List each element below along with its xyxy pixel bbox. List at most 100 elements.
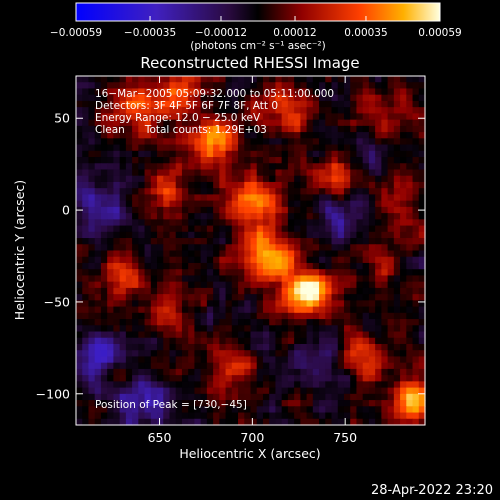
heatmap-cell <box>387 319 395 326</box>
heatmap-cell <box>412 343 420 351</box>
heatmap-cell <box>225 163 233 171</box>
heatmap-cell <box>312 418 320 426</box>
heatmap-cell <box>157 275 164 283</box>
heatmap-cell <box>256 362 264 370</box>
heatmap-cell <box>406 244 414 252</box>
heatmap-cell <box>269 306 277 314</box>
heatmap-cell <box>119 238 127 245</box>
heatmap-cell <box>100 113 108 121</box>
heatmap-cell <box>412 213 420 220</box>
heatmap-cell <box>94 219 102 227</box>
heatmap-cell <box>331 188 339 196</box>
heatmap-cell <box>132 157 139 164</box>
heatmap-cell <box>150 88 158 96</box>
heatmap-cell <box>150 368 158 376</box>
heatmap-cell <box>76 275 83 283</box>
heatmap-cell <box>125 368 133 376</box>
heatmap-cell <box>181 82 189 90</box>
annotation-line-4: Clean Total counts: 1.29E+03 <box>95 124 267 136</box>
heatmap-cell <box>150 181 158 189</box>
heatmap-cell <box>100 281 108 289</box>
heatmap-cell <box>400 157 407 164</box>
heatmap-cell <box>262 381 270 389</box>
heatmap-cell <box>132 406 139 414</box>
heatmap-cell <box>281 76 289 83</box>
heatmap-cell <box>418 418 426 426</box>
heatmap-cell <box>188 250 196 258</box>
heatmap-cell <box>150 138 158 146</box>
heatmap-cell <box>119 325 127 333</box>
heatmap-cell <box>356 412 364 420</box>
heatmap-cell <box>113 231 121 239</box>
heatmap-cell <box>387 206 395 214</box>
heatmap-cell <box>319 181 326 189</box>
heatmap-cell <box>219 381 227 389</box>
heatmap-cell <box>281 281 289 289</box>
heatmap-cell <box>350 294 358 301</box>
heatmap-cell <box>250 113 258 121</box>
heatmap-cell <box>256 144 264 152</box>
heatmap-cell <box>325 319 333 326</box>
heatmap-cell <box>188 231 196 239</box>
heatmap-cell <box>331 368 339 376</box>
heatmap-cell <box>393 150 401 158</box>
heatmap-cell <box>157 362 164 370</box>
heatmap-cell <box>163 119 171 127</box>
heatmap-cell <box>368 406 376 414</box>
heatmap-cell <box>181 250 189 258</box>
heatmap-cell <box>163 294 171 301</box>
heatmap-cell <box>368 418 376 426</box>
heatmap-cell <box>88 269 96 277</box>
heatmap-cell <box>362 163 370 171</box>
heatmap-cell <box>125 387 133 395</box>
heatmap-cell <box>381 343 389 351</box>
heatmap-cell <box>262 343 270 351</box>
heatmap-cell <box>138 375 146 382</box>
heatmap-cell <box>269 287 277 295</box>
heatmap-cell <box>362 250 370 258</box>
heatmap-cell <box>194 269 202 277</box>
heatmap-cell <box>281 100 289 108</box>
heatmap-cell <box>150 331 158 339</box>
heatmap-cell <box>219 113 227 121</box>
heatmap-cell <box>262 169 270 177</box>
heatmap-cell <box>262 281 270 289</box>
heatmap-cell <box>132 88 139 96</box>
heatmap-cell <box>82 157 90 164</box>
heatmap-cell <box>144 312 152 320</box>
heatmap-cell <box>132 225 139 233</box>
heatmap-cell <box>343 362 351 370</box>
heatmap-cell <box>343 94 351 102</box>
heatmap-cell <box>350 269 358 277</box>
heatmap-cell <box>157 125 164 133</box>
heatmap-cell <box>393 163 401 171</box>
heatmap-cell <box>387 244 395 252</box>
heatmap-cell <box>125 238 133 245</box>
heatmap-cell <box>163 281 171 289</box>
heatmap-cell <box>88 194 96 202</box>
heatmap-cell <box>169 281 177 289</box>
heatmap-cell <box>169 107 177 114</box>
heatmap-cell <box>188 306 196 314</box>
heatmap-cell <box>169 287 177 295</box>
heatmap-cell <box>306 387 314 395</box>
heatmap-cell <box>256 213 264 220</box>
heatmap-cell <box>375 88 382 96</box>
heatmap-cell <box>119 331 127 339</box>
heatmap-cell <box>157 350 164 358</box>
heatmap-cell <box>157 300 164 308</box>
colorbar: −0.00059 −0.00035 −0.00012 0.00012 0.00035 0.… <box>50 2 462 52</box>
heatmap-cell <box>238 181 245 189</box>
heatmap-cell <box>393 231 401 239</box>
heatmap-cell <box>238 400 245 407</box>
heatmap-cell <box>393 157 401 164</box>
heatmap-cell <box>157 132 164 139</box>
heatmap-cell <box>181 200 189 208</box>
heatmap-cell <box>287 256 295 264</box>
heatmap-cell <box>362 100 370 108</box>
heatmap-cell <box>157 119 164 127</box>
heatmap-cell <box>100 82 108 90</box>
heatmap-cell <box>400 350 407 358</box>
heatmap-cell <box>150 300 158 308</box>
heatmap-cell <box>107 132 114 139</box>
